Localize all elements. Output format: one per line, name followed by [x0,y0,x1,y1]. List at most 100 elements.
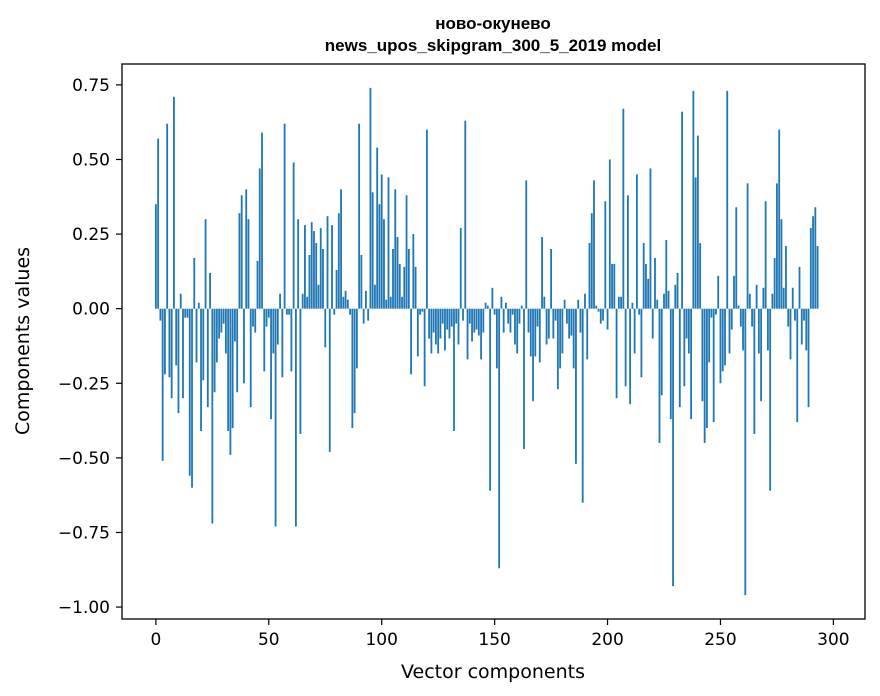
bar [809,228,812,309]
bar [516,308,519,354]
bar [197,302,200,309]
bar [281,308,284,378]
bar [805,308,808,351]
bar [696,135,699,309]
bar [500,296,503,309]
bar [333,308,336,315]
bar [218,308,221,339]
bar [532,308,534,402]
bar [746,183,749,309]
x-axis-label: Vector components [401,661,585,683]
bar [495,308,498,369]
bar [803,308,805,321]
bar [678,308,681,408]
bar [624,308,627,387]
y-tick-label: −0.25 [58,374,110,394]
bar [322,249,324,309]
bar [188,308,191,476]
bar [383,219,385,309]
bar [272,308,275,354]
bar [706,308,708,429]
bar [613,263,616,309]
bar [414,266,417,309]
bar [676,272,679,309]
bar [782,287,785,309]
bar [421,308,424,312]
bar [638,308,641,315]
bar [213,308,216,393]
bar [258,168,261,309]
bar [206,308,209,408]
bar [236,308,239,393]
bar [484,302,487,309]
bar [604,201,607,309]
bar [371,192,374,309]
bar [753,308,756,434]
bar [473,308,476,333]
bar [509,308,512,333]
bar [267,308,270,318]
bar [755,284,758,309]
bar [739,308,742,327]
bar [692,90,695,309]
bar [751,308,753,327]
bar [254,308,257,333]
bar [319,228,322,309]
bar [654,257,656,309]
bar [579,308,582,333]
bar [430,308,433,354]
bar [651,308,654,339]
bar [279,293,281,309]
bar [629,308,632,405]
bar [597,308,600,312]
bar [170,308,173,399]
bar [288,308,291,315]
bar [507,308,510,324]
bar [407,249,410,309]
bars-group [154,87,819,596]
bar [166,123,169,309]
bar [766,308,769,351]
bar [306,296,309,309]
bar [394,189,397,309]
bar [665,240,668,309]
bar [184,308,187,318]
bar [326,216,329,309]
bar [728,308,731,354]
bar [367,308,370,321]
bar [622,108,625,309]
chart-title-line2: news_upos_skipgram_300_5_2019 model [325,36,661,55]
bar [392,249,394,309]
y-axis-ticks: 0.75 0.50 0.25 0.00 −0.25 −0.50 −0.75 −1.00 [58,76,122,618]
bar [690,308,693,420]
bar [565,308,568,324]
bar [649,168,652,309]
bar [631,302,634,309]
bar [717,275,720,309]
bar [349,308,351,315]
bar [760,308,763,402]
bar [423,308,426,387]
bar [748,293,751,309]
bar [719,308,722,384]
bar [385,299,388,309]
bar [778,129,781,309]
bar [283,123,286,309]
bar [202,308,205,381]
bar [733,275,735,309]
y-tick-label: 0.00 [72,300,110,320]
bar [261,132,263,309]
bar [762,287,765,309]
bar [240,195,243,309]
bar [715,308,717,315]
bar [435,308,437,345]
bar [353,308,356,414]
bar [593,180,595,309]
bar [405,195,408,309]
bar [308,254,311,309]
bar [351,308,354,429]
bar [615,308,618,399]
bar [683,308,686,387]
bar [647,278,650,309]
bar [328,308,331,452]
